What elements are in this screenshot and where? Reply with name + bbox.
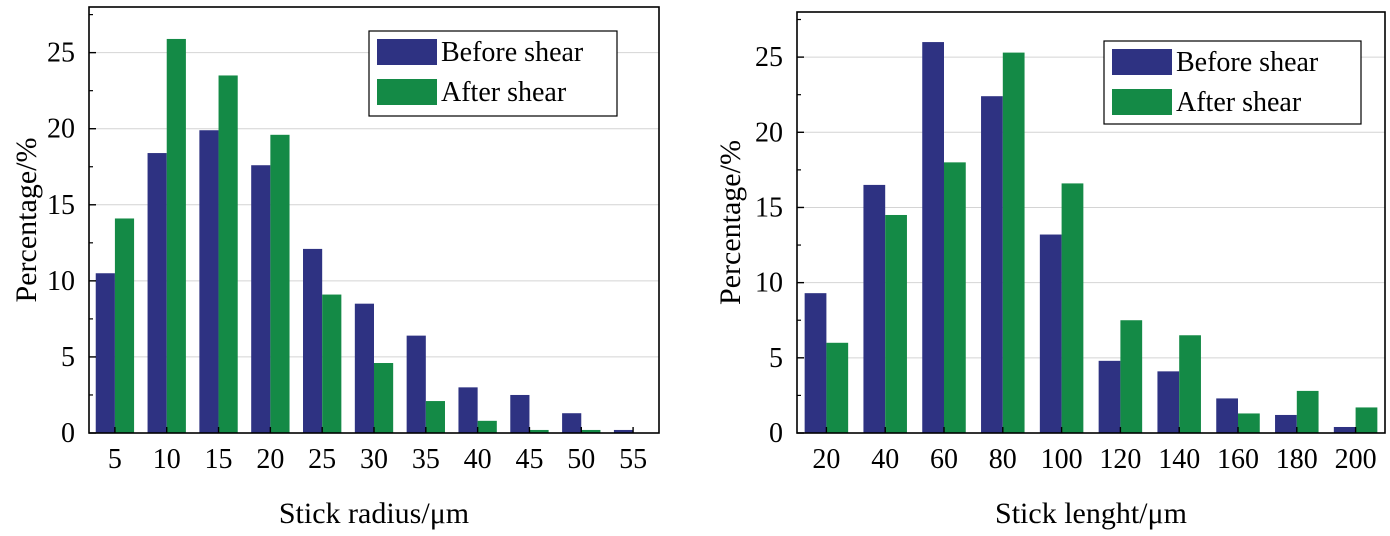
x-tick-label: 55 bbox=[619, 444, 647, 475]
x-tick-label: 120 bbox=[1099, 444, 1141, 475]
x-tick-label: 20 bbox=[256, 444, 284, 475]
x-tick-label: 140 bbox=[1158, 444, 1200, 475]
x-axis-label: Stick lenght/μm bbox=[995, 497, 1187, 530]
bar-after-shear-160 bbox=[1238, 413, 1260, 433]
bar-after-shear-30 bbox=[374, 363, 394, 433]
x-tick-label: 40 bbox=[464, 444, 492, 475]
x-tick-label: 80 bbox=[989, 444, 1017, 475]
y-tick-label: 5 bbox=[769, 343, 783, 374]
chart-stick-length: 0 5 10 15 20 25 20 40 60 80 100 120 140 160 180 200 Stic… bbox=[714, 11, 1386, 530]
bar-before-shear-160 bbox=[1216, 398, 1238, 433]
legend-label-before-shear: Before shear bbox=[441, 37, 584, 68]
bar-before-shear-10 bbox=[147, 153, 167, 434]
chart-stick-radius: 0 5 10 15 20 25 5 10 15 20 25 30 35 40 45 50 55 Stick rad… bbox=[10, 6, 660, 530]
bar-before-shear-20 bbox=[251, 165, 271, 433]
legend-label-after-shear: After shear bbox=[441, 77, 567, 108]
bar-after-shear-45 bbox=[529, 429, 549, 433]
y-axis-label: Percentage/% bbox=[10, 138, 43, 303]
x-tick-label: 50 bbox=[567, 444, 595, 475]
y-tick-label: 20 bbox=[47, 114, 75, 145]
bar-before-shear-40 bbox=[863, 184, 886, 433]
bar-before-shear-180 bbox=[1275, 414, 1297, 433]
y-axis-label: Percentage/% bbox=[714, 140, 747, 305]
bar-after-shear-25 bbox=[322, 294, 342, 433]
bar-before-shear-40 bbox=[458, 387, 478, 433]
bar-before-shear-15 bbox=[199, 130, 219, 433]
bar-after-shear-15 bbox=[218, 75, 238, 433]
bar-before-shear-80 bbox=[981, 96, 1003, 433]
x-tick-label: 15 bbox=[205, 444, 233, 475]
bar-after-shear-80 bbox=[1002, 52, 1025, 433]
bar-before-shear-140 bbox=[1157, 371, 1180, 433]
bar-before-shear-200 bbox=[1333, 426, 1356, 433]
bar-after-shear-35 bbox=[425, 401, 445, 433]
bar-after-shear-40 bbox=[477, 420, 497, 433]
legend-swatch-after-shear bbox=[1112, 89, 1172, 115]
x-tick-label: 30 bbox=[360, 444, 388, 475]
x-tick-label: 5 bbox=[108, 444, 122, 475]
bar-before-shear-100 bbox=[1039, 234, 1062, 433]
x-axis-label: Stick radius/μm bbox=[279, 497, 469, 530]
bar-before-shear-20 bbox=[804, 293, 827, 433]
bar-after-shear-20 bbox=[826, 342, 849, 433]
x-tick-label: 25 bbox=[308, 444, 336, 475]
y-tick-label: 0 bbox=[61, 418, 75, 449]
legend-swatch-before-shear bbox=[1112, 49, 1172, 75]
y-tick-label: 20 bbox=[755, 117, 783, 148]
bar-after-shear-200 bbox=[1355, 407, 1378, 433]
y-tick-label: 10 bbox=[755, 268, 783, 299]
bar-before-shear-120 bbox=[1098, 360, 1121, 433]
bar-before-shear-35 bbox=[406, 335, 426, 433]
legend-swatch-before-shear bbox=[377, 39, 437, 65]
x-tick-label: 180 bbox=[1276, 444, 1318, 475]
legend-swatch-after-shear bbox=[377, 79, 437, 105]
bar-after-shear-140 bbox=[1179, 335, 1201, 433]
x-tick-label: 200 bbox=[1335, 444, 1377, 475]
y-tick-label: 25 bbox=[47, 38, 75, 69]
bar-after-shear-5 bbox=[114, 218, 135, 433]
x-tick-label: 60 bbox=[930, 444, 958, 475]
bar-before-shear-45 bbox=[510, 394, 530, 433]
legend-label-before-shear: Before shear bbox=[1176, 47, 1319, 78]
bar-before-shear-5 bbox=[95, 273, 115, 433]
bar-after-shear-50 bbox=[581, 429, 601, 433]
bar-after-shear-100 bbox=[1061, 183, 1084, 433]
y-tick-label: 15 bbox=[755, 192, 783, 223]
y-tick-label: 10 bbox=[47, 266, 75, 297]
legend-label-after-shear: After shear bbox=[1176, 87, 1302, 118]
x-tick-label: 160 bbox=[1217, 444, 1259, 475]
x-tick-label: 35 bbox=[412, 444, 440, 475]
x-tick-label: 10 bbox=[153, 444, 181, 475]
x-tick-label: 100 bbox=[1041, 444, 1083, 475]
bar-before-shear-60 bbox=[922, 42, 944, 433]
y-tick-label: 25 bbox=[755, 42, 783, 73]
axes-frame bbox=[796, 11, 1386, 434]
bar-after-shear-180 bbox=[1296, 390, 1319, 433]
bar-after-shear-120 bbox=[1120, 320, 1143, 433]
bar-before-shear-50 bbox=[562, 413, 582, 433]
bar-before-shear-55 bbox=[613, 429, 634, 433]
x-tick-label: 20 bbox=[812, 444, 840, 475]
y-tick-label: 15 bbox=[47, 190, 75, 221]
y-tick-label: 5 bbox=[61, 342, 75, 373]
bar-after-shear-10 bbox=[166, 38, 186, 433]
x-tick-label: 45 bbox=[515, 444, 543, 475]
bar-after-shear-60 bbox=[944, 162, 966, 433]
bar-after-shear-20 bbox=[270, 134, 290, 434]
bar-before-shear-30 bbox=[354, 303, 374, 433]
bar-after-shear-40 bbox=[885, 214, 907, 433]
bar-before-shear-25 bbox=[303, 248, 323, 433]
x-tick-label: 40 bbox=[871, 444, 899, 475]
y-tick-label: 0 bbox=[769, 418, 783, 449]
